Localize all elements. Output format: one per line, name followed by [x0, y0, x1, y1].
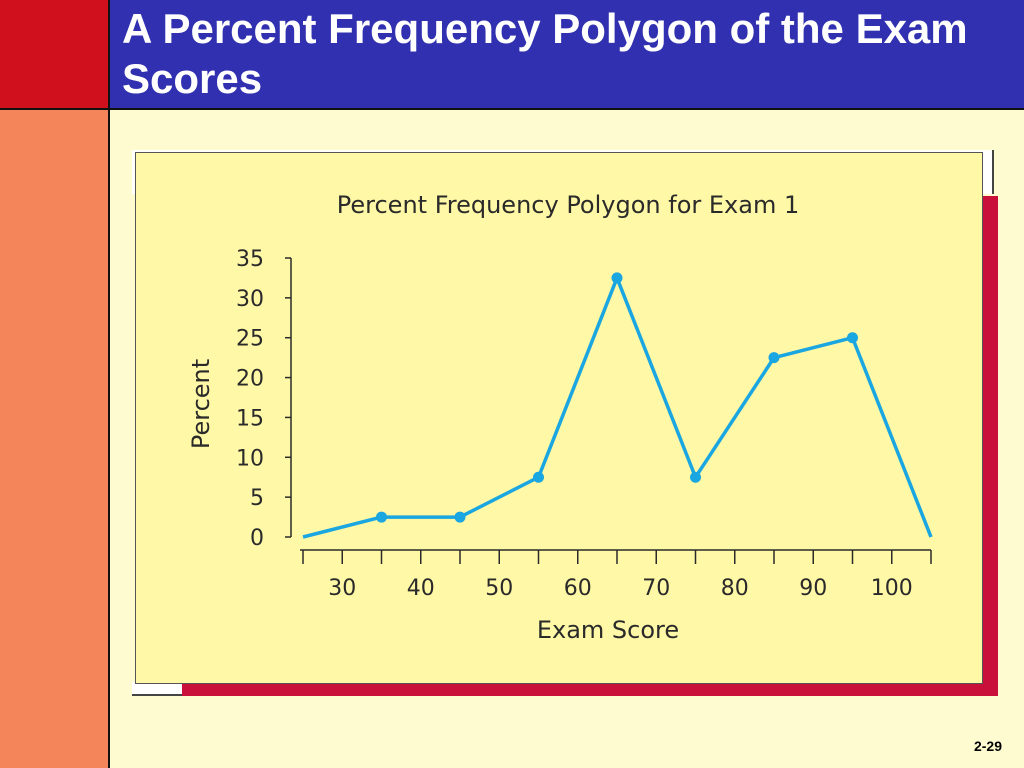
- x-tick-label: 60: [564, 576, 592, 601]
- series-layer: [302, 272, 933, 539]
- x-tick-label: 90: [799, 576, 827, 601]
- y-tick-label: 25: [236, 327, 264, 352]
- y-tick-label: 20: [236, 367, 264, 392]
- chart-title: Percent Frequency Polygon for Exam 1: [337, 191, 799, 219]
- y-tick-label: 30: [236, 287, 264, 312]
- data-point: [454, 511, 466, 523]
- data-point: [690, 471, 701, 483]
- title-bar: A Percent Frequency Polygon of the Exam …: [110, 0, 1024, 110]
- data-point: [768, 352, 780, 364]
- data-point: [847, 332, 858, 344]
- y-axis-label: Percent: [187, 359, 215, 449]
- left-side-strip: [0, 110, 110, 768]
- slide-number: 2-29: [973, 738, 1002, 754]
- x-tick-label: 50: [485, 576, 513, 601]
- y-tick-label: 0: [250, 526, 264, 551]
- y-axis: 0 5 10 15 20 25 30 35: [236, 247, 292, 551]
- red-corner-block: [0, 0, 110, 110]
- chart-panel: [135, 152, 983, 684]
- data-point: [533, 471, 544, 483]
- x-tick-label: 100: [871, 576, 913, 601]
- data-point: [611, 272, 623, 284]
- figure-frame-bottom: [132, 682, 182, 696]
- x-axis: 30 40 50 60 70 80 90 100: [300, 549, 932, 601]
- chart: Percent Frequency Polygon for Exam 1 Per…: [135, 152, 983, 684]
- x-tick-label: 40: [407, 576, 435, 601]
- x-axis-label: Exam Score: [537, 616, 679, 644]
- y-tick-label: 10: [236, 446, 264, 471]
- y-tick-label: 5: [250, 486, 264, 511]
- data-point: [376, 511, 387, 523]
- x-tick-label: 70: [642, 576, 670, 601]
- x-tick-label: 30: [328, 576, 356, 601]
- y-tick-label: 15: [236, 406, 264, 431]
- y-tick-label: 35: [236, 247, 264, 272]
- x-tick-label: 80: [721, 576, 749, 601]
- slide-title: A Percent Frequency Polygon of the Exam …: [122, 5, 968, 102]
